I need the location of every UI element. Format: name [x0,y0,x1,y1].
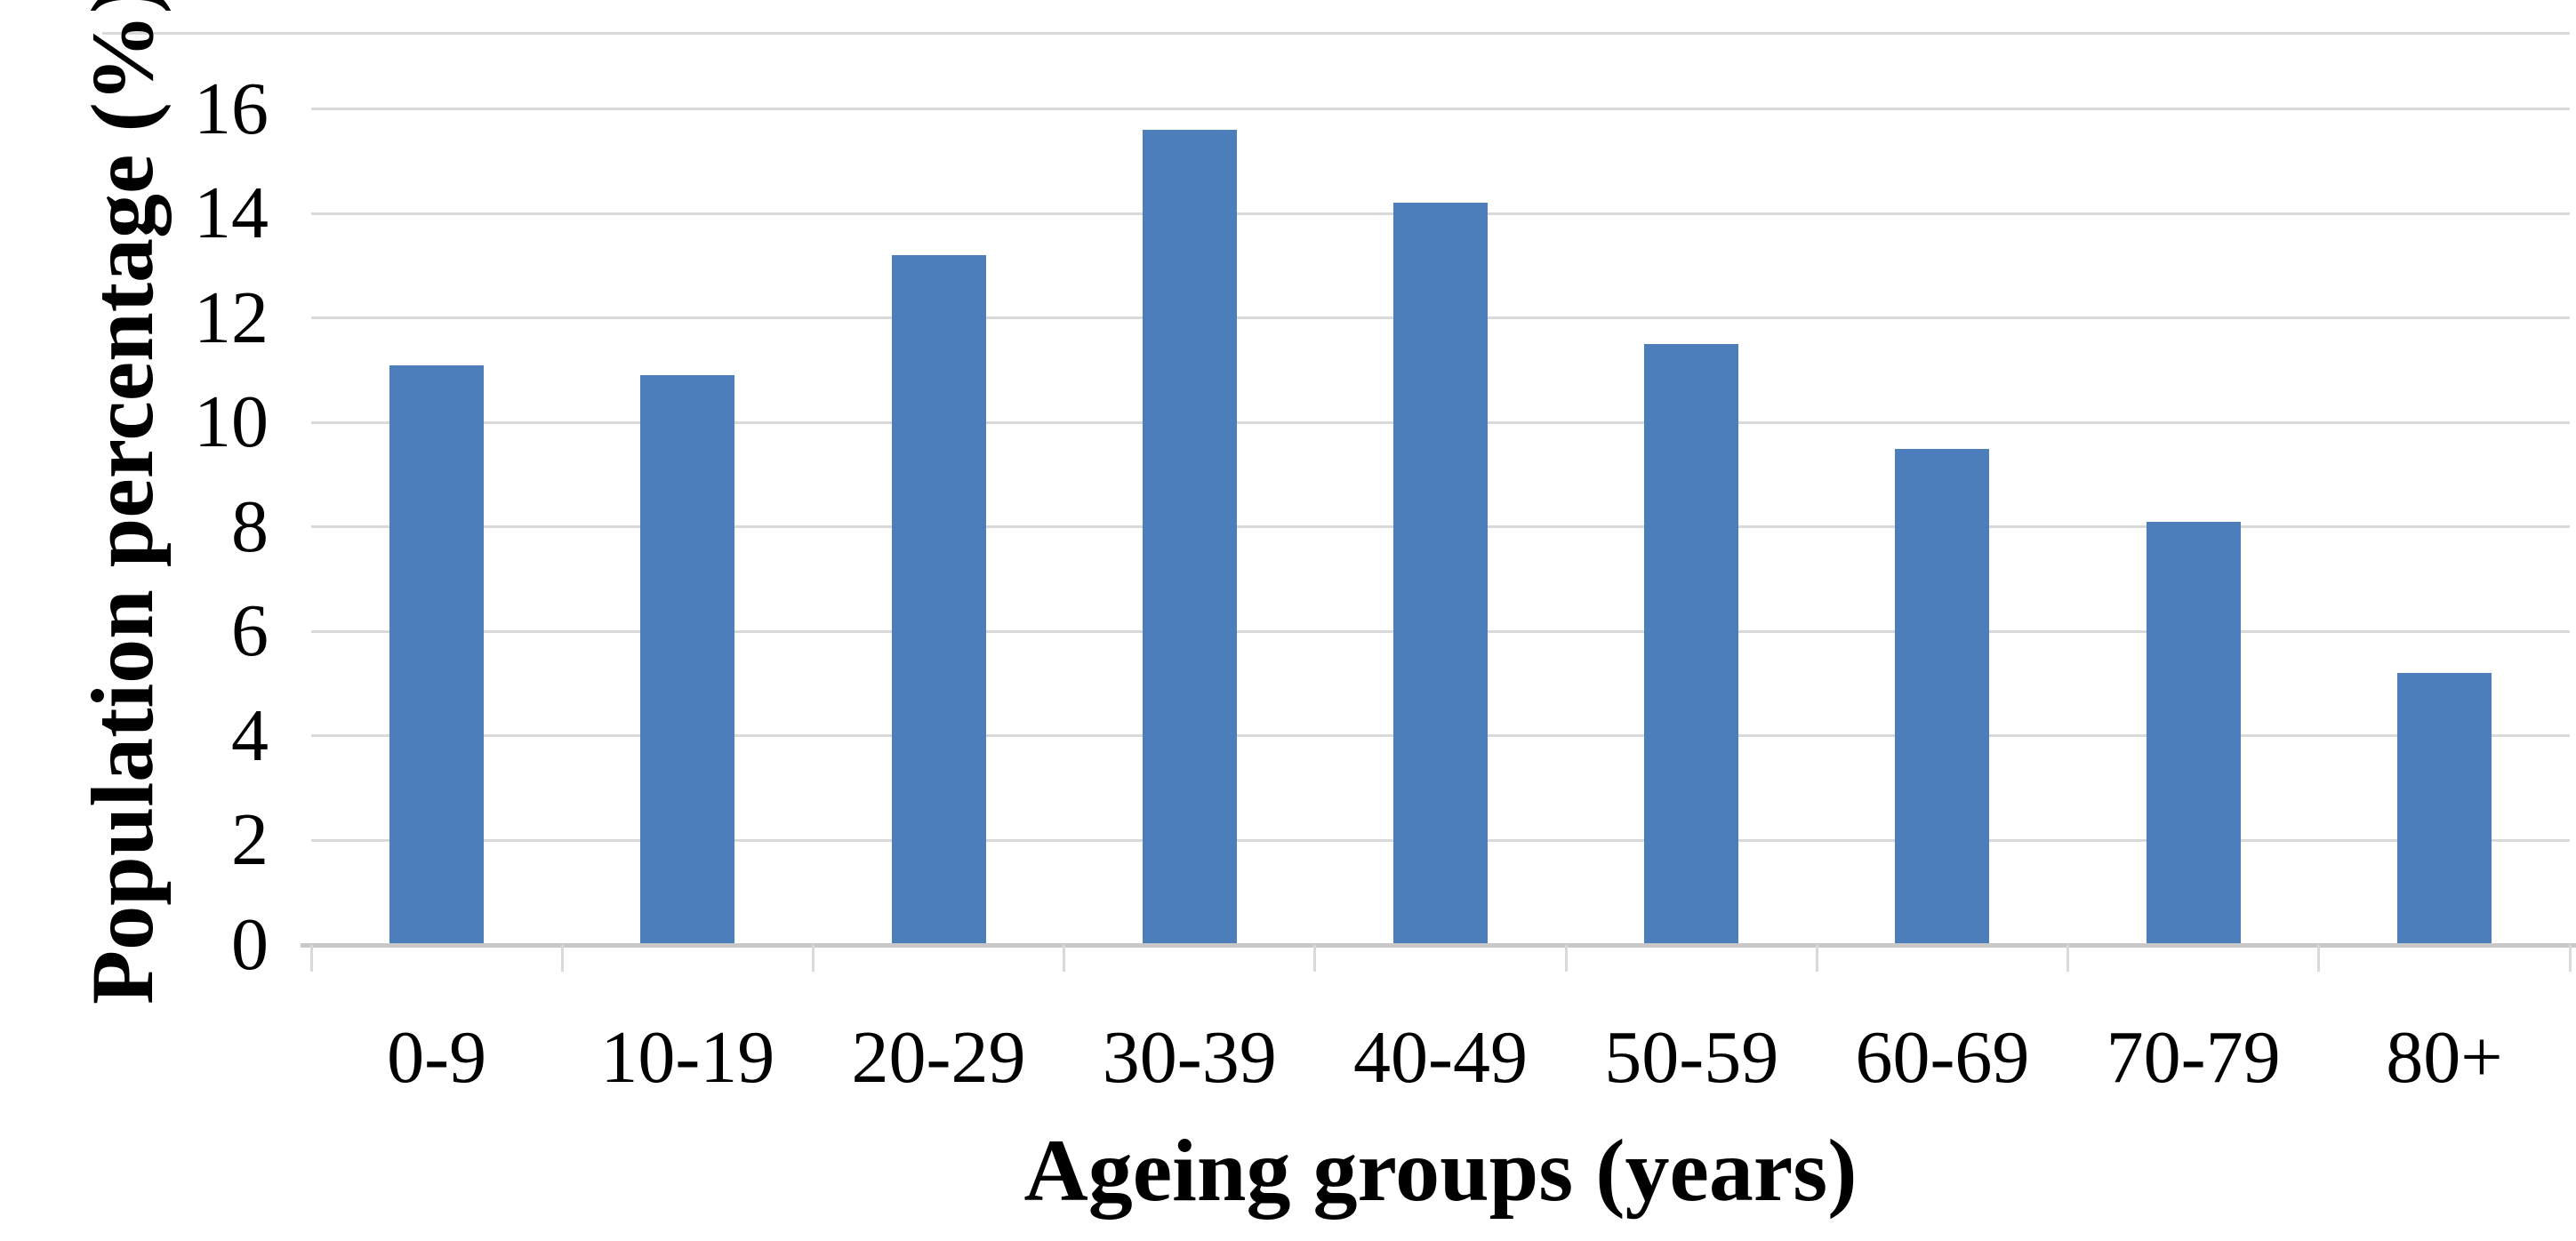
bar-30-39 [1142,130,1237,945]
y-tick-label-12: 12 [194,276,269,359]
x-axis-boundary-tick-4 [1313,945,1317,972]
x-tick-label-50-59: 50-59 [1604,1016,1779,1099]
plot-top-border [102,32,2570,35]
gridline-y-16 [311,108,2570,111]
bar-0-9 [389,364,485,945]
bar-70-79 [2146,521,2241,945]
bar-60-69 [1895,448,1990,945]
x-tick-label-80+: 80+ [2386,1016,2503,1099]
x-axis-boundary-tick-9 [2568,945,2572,972]
x-axis-boundary-tick-2 [811,945,815,972]
bar-80+ [2396,673,2492,945]
x-axis-boundary-tick-0 [309,945,313,972]
y-tick-label-8: 8 [231,484,269,568]
y-tick-label-14: 14 [194,172,269,255]
y-tick-label-10: 10 [194,380,269,464]
y-tick-label-2: 2 [231,798,269,882]
x-tick-label-60-69: 60-69 [1855,1016,2030,1099]
x-axis-boundary-tick-8 [2317,945,2321,972]
bar-40-49 [1393,203,1488,945]
x-axis-boundary-tick-7 [2066,945,2070,972]
x-tick-label-30-39: 30-39 [1102,1016,1277,1099]
y-tick-label-4: 4 [231,693,269,777]
x-tick-label-0-9: 0-9 [387,1016,487,1099]
y-tick-label-16: 16 [194,67,269,150]
x-axis-title: Ageing groups (years) [1023,1121,1858,1220]
x-axis-line [301,943,2576,948]
x-tick-label-10-19: 10-19 [600,1016,775,1099]
bar-50-59 [1644,344,1739,945]
y-tick-label-0: 0 [231,903,269,986]
bar-10-19 [640,375,735,945]
x-axis-boundary-tick-1 [560,945,564,972]
y-tick-label-6: 6 [231,589,269,673]
x-axis-boundary-tick-5 [1564,945,1568,972]
x-tick-label-40-49: 40-49 [1353,1016,1528,1099]
x-axis-boundary-tick-6 [1815,945,1818,972]
x-tick-label-20-29: 20-29 [851,1016,1026,1099]
x-tick-label-70-79: 70-79 [2106,1016,2281,1099]
x-axis-boundary-tick-3 [1063,945,1066,972]
bar-20-29 [891,255,986,945]
